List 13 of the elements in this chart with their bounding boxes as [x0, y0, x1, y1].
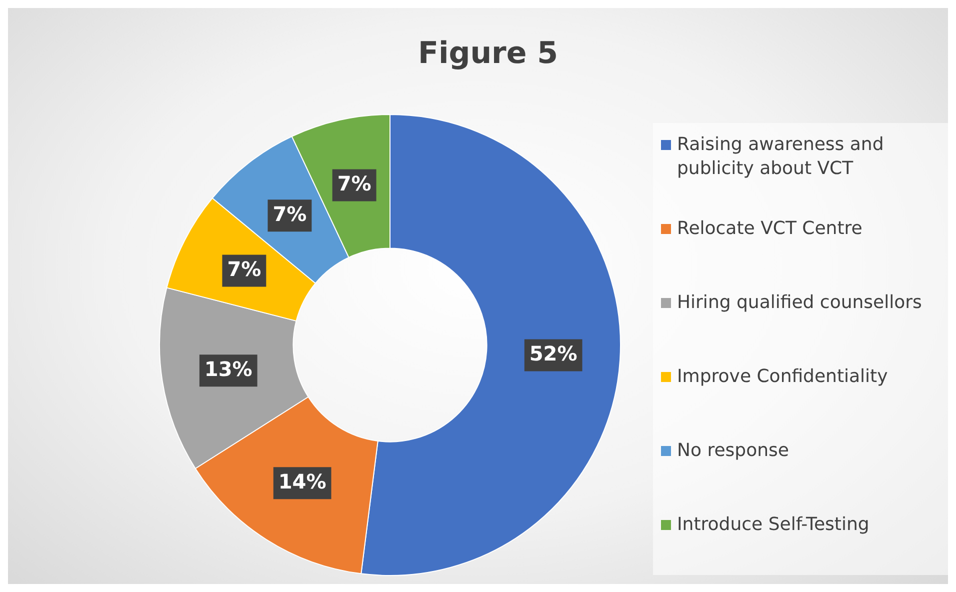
data-label: 14%	[278, 469, 326, 494]
chart-title: Figure 5	[416, 36, 560, 71]
legend-label: Improve Confidentiality	[677, 365, 888, 389]
slice-label: Raising awareness and publicity about VCT	[677, 133, 885, 181]
data-label: 7%	[272, 202, 307, 226]
legend-label: No response	[677, 439, 789, 463]
data-label: 7%	[337, 171, 372, 196]
legend-label: Relocate VCT Centre	[677, 217, 862, 241]
data-label: 13%	[204, 356, 252, 381]
legend-label: Hiring qualified counsellors	[677, 291, 922, 315]
data-label: 7%	[227, 256, 262, 281]
legend-label: Introduce Self-Testing	[677, 513, 870, 537]
data-label: 52%	[529, 341, 578, 366]
